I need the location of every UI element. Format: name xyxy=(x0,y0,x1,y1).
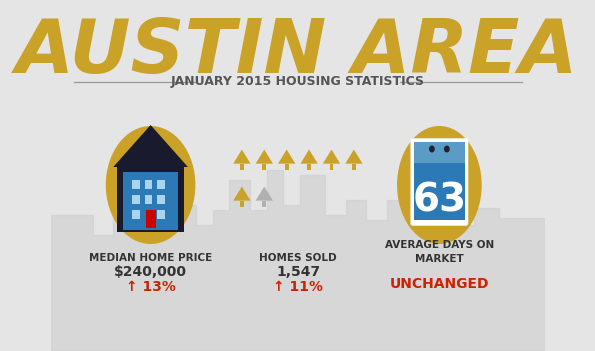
FancyBboxPatch shape xyxy=(307,164,311,171)
Polygon shape xyxy=(117,167,184,232)
FancyBboxPatch shape xyxy=(146,210,155,228)
Polygon shape xyxy=(113,125,188,167)
FancyBboxPatch shape xyxy=(414,163,465,220)
FancyBboxPatch shape xyxy=(145,180,152,189)
Text: UNCHANGED: UNCHANGED xyxy=(390,277,489,291)
FancyBboxPatch shape xyxy=(411,139,468,225)
FancyBboxPatch shape xyxy=(240,201,244,207)
Polygon shape xyxy=(256,186,273,201)
Polygon shape xyxy=(278,150,295,164)
Text: 63: 63 xyxy=(412,181,466,219)
Text: MEDIAN HOME PRICE: MEDIAN HOME PRICE xyxy=(89,253,212,263)
Polygon shape xyxy=(256,150,273,164)
Ellipse shape xyxy=(106,126,195,244)
Polygon shape xyxy=(51,170,545,351)
FancyBboxPatch shape xyxy=(157,195,165,204)
Text: HOMES SOLD: HOMES SOLD xyxy=(259,253,337,263)
FancyBboxPatch shape xyxy=(132,180,140,189)
Polygon shape xyxy=(345,150,362,164)
FancyBboxPatch shape xyxy=(414,142,465,164)
FancyBboxPatch shape xyxy=(157,210,165,219)
FancyBboxPatch shape xyxy=(132,195,140,204)
FancyBboxPatch shape xyxy=(352,164,356,171)
Ellipse shape xyxy=(397,126,482,244)
Polygon shape xyxy=(300,150,318,164)
Polygon shape xyxy=(323,150,340,164)
Text: ↑ 11%: ↑ 11% xyxy=(273,280,323,294)
Text: AUSTIN AREA: AUSTIN AREA xyxy=(16,15,579,88)
FancyBboxPatch shape xyxy=(145,195,152,204)
FancyBboxPatch shape xyxy=(132,210,140,219)
FancyBboxPatch shape xyxy=(262,201,266,207)
Text: ↑ 13%: ↑ 13% xyxy=(126,280,176,294)
Text: JANUARY 2015 HOUSING STATISTICS: JANUARY 2015 HOUSING STATISTICS xyxy=(171,75,424,88)
Polygon shape xyxy=(233,186,250,201)
FancyBboxPatch shape xyxy=(157,180,165,189)
Text: AVERAGE DAYS ON
MARKET: AVERAGE DAYS ON MARKET xyxy=(385,240,494,264)
FancyBboxPatch shape xyxy=(240,164,244,171)
Circle shape xyxy=(444,146,450,152)
FancyBboxPatch shape xyxy=(330,164,333,171)
FancyBboxPatch shape xyxy=(123,172,178,230)
Text: 1,547: 1,547 xyxy=(276,265,320,279)
Text: $240,000: $240,000 xyxy=(114,265,187,279)
FancyBboxPatch shape xyxy=(262,164,266,171)
Polygon shape xyxy=(233,150,250,164)
Circle shape xyxy=(429,146,435,152)
FancyBboxPatch shape xyxy=(285,164,289,171)
